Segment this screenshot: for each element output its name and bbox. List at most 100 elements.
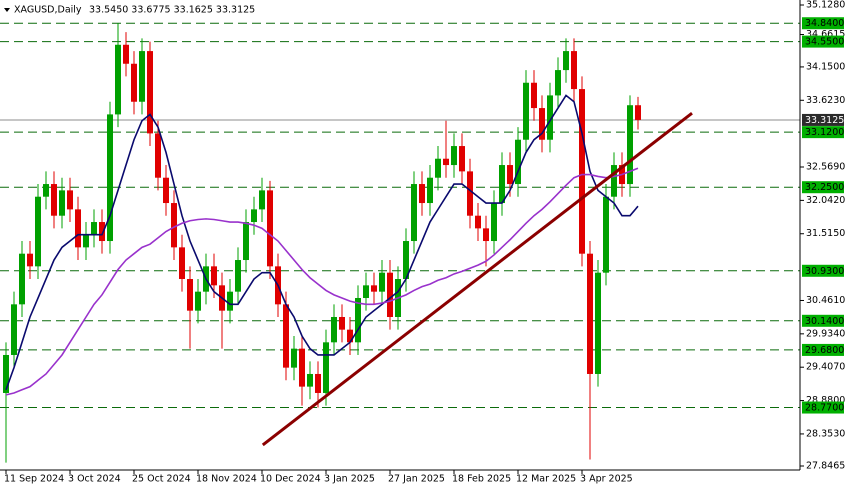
ohlc-text: 33.5450 33.6775 33.1625 33.3125 (89, 5, 255, 16)
y-tick-label: 29.4070 (806, 362, 845, 373)
y-tick-label: 29.9340 (806, 328, 845, 339)
candle-body (59, 190, 65, 216)
candle-body (211, 266, 217, 286)
candle-body (411, 184, 417, 242)
candle-body (99, 222, 105, 242)
level-label-box (802, 17, 844, 30)
candle-body (523, 82, 529, 140)
candle-body (227, 291, 233, 311)
candle-body (475, 215, 481, 229)
candle-body (267, 190, 273, 267)
x-tick-label: 25 Oct 2024 (132, 474, 191, 485)
candle-body (563, 51, 569, 71)
level-label-box (802, 314, 844, 327)
level-label: 28.7700 (805, 403, 844, 414)
moving-average (5, 94, 639, 391)
y-tick-label: 31.5150 (806, 228, 845, 239)
candle-body (451, 146, 457, 166)
candle-body (531, 82, 537, 109)
x-tick-label: 18 Feb 2025 (452, 474, 511, 485)
level-label: 29.6800 (805, 345, 844, 356)
candle-body (603, 196, 609, 273)
candle-body (379, 272, 385, 292)
y-tick-label: 34.1500 (806, 61, 845, 72)
y-tick-label: 32.5690 (806, 162, 845, 173)
level-label: 30.1400 (805, 316, 844, 327)
level-label: 32.2500 (805, 182, 844, 193)
level-label: 34.5500 (805, 37, 844, 48)
candle-body (507, 165, 513, 185)
candle-body (515, 139, 521, 185)
x-tick-label: 3 Apr 2025 (580, 474, 633, 485)
candle-body (83, 234, 89, 248)
candle-body (139, 51, 145, 102)
candle-body (587, 253, 593, 374)
x-tick-label: 3 Jan 2025 (324, 474, 375, 485)
candle-body (371, 285, 377, 292)
x-tick-label: 18 Nov 2024 (196, 474, 257, 485)
level-label-box (802, 343, 844, 356)
candle-body (363, 285, 369, 299)
candle-body (3, 354, 9, 393)
candle-body (115, 44, 121, 115)
candle-body (611, 165, 617, 197)
y-tick-label: 28.3530 (806, 428, 845, 439)
chart-title: XAGUSD,Daily (14, 5, 82, 16)
candle-body (443, 158, 449, 166)
candle-body (483, 228, 489, 242)
level-label-box (802, 126, 844, 139)
candle-body (539, 108, 545, 140)
candle-body (19, 253, 25, 305)
y-tick-label: 35.1280 (806, 0, 845, 11)
candle-body (75, 209, 81, 248)
moving-average (5, 167, 639, 396)
candle-body (387, 272, 393, 317)
y-tick-label: 30.4610 (806, 295, 845, 306)
candle-body (171, 203, 177, 248)
candle-body (243, 222, 249, 261)
candle-body (571, 51, 577, 90)
y-tick-label: 32.0420 (806, 195, 845, 206)
candle-body (323, 342, 329, 393)
candle-body (419, 184, 425, 204)
candle-body (627, 105, 633, 185)
candle-body (283, 304, 289, 368)
candle-body (355, 298, 361, 343)
candle-body (179, 247, 185, 280)
candle-body (187, 279, 193, 311)
candle-body (547, 95, 553, 140)
candle-body (499, 165, 505, 204)
candle-body (307, 373, 313, 387)
candle-body (27, 253, 33, 267)
trendline (261, 111, 693, 447)
level-label-box (802, 401, 844, 414)
candle-body (491, 203, 497, 242)
candle-body (435, 158, 441, 178)
current-price-label: 33.3125 (805, 115, 844, 126)
menu-icon (4, 8, 10, 12)
plot-area (0, 22, 800, 463)
y-tick-label: 34.6615 (806, 29, 845, 40)
candle-body (11, 304, 17, 355)
candle-body (579, 89, 585, 254)
candle-body (35, 196, 41, 267)
level-label: 33.1200 (805, 127, 844, 138)
candle-body (339, 316, 345, 330)
level-label-box (802, 264, 844, 277)
candle-body (51, 184, 57, 216)
x-tick-label: 10 Dec 2024 (260, 474, 321, 485)
candle-body (467, 171, 473, 216)
y-tick-label: 28.8800 (806, 395, 845, 406)
candle-body (299, 348, 305, 387)
candle-body (315, 373, 321, 393)
x-tick-label: 3 Oct 2024 (68, 474, 121, 485)
candle-body (331, 316, 337, 343)
candle-body (155, 133, 161, 178)
candle-body (43, 184, 49, 197)
candle-body (635, 105, 641, 120)
level-label: 30.9300 (805, 266, 844, 277)
candle-body (347, 329, 353, 343)
candle-body (595, 272, 601, 374)
candle-body (123, 44, 129, 64)
